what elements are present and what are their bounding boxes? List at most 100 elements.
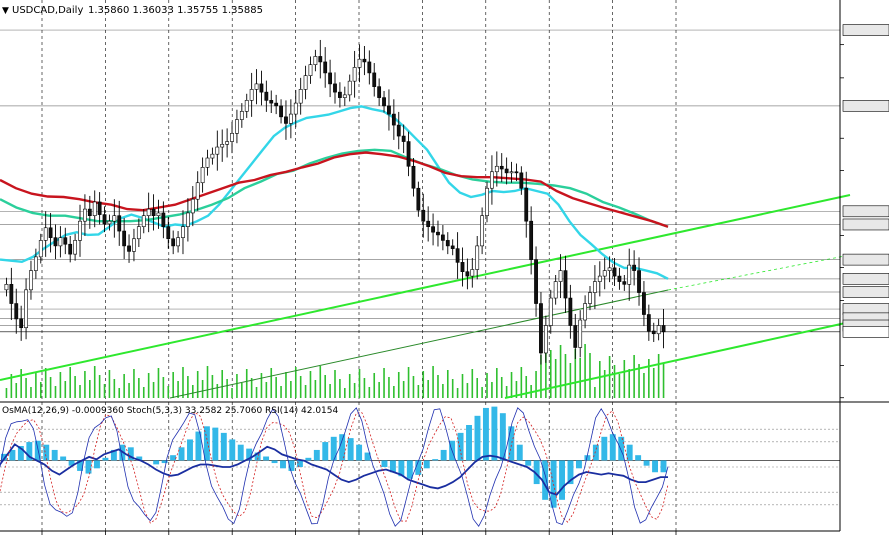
osma-bar bbox=[482, 407, 489, 461]
volume-bar bbox=[486, 373, 488, 398]
candle-bear bbox=[362, 58, 367, 63]
volume-bar bbox=[280, 386, 282, 398]
osma-bar bbox=[51, 449, 58, 461]
osma-bar bbox=[432, 459, 439, 461]
candle-bear bbox=[259, 83, 264, 93]
volume-bar bbox=[177, 381, 179, 398]
level-label-box bbox=[842, 100, 889, 112]
volume-bar bbox=[515, 381, 518, 398]
volume-bar bbox=[559, 345, 562, 398]
volume-bar bbox=[456, 388, 459, 398]
time-axis bbox=[41, 531, 677, 535]
osma-bar bbox=[136, 456, 143, 461]
osma-bar bbox=[77, 460, 84, 471]
candle-bear bbox=[646, 314, 651, 332]
candle-bull bbox=[470, 269, 475, 277]
candle-bear bbox=[19, 318, 24, 329]
volume-bar bbox=[211, 375, 214, 398]
candle-bull bbox=[29, 270, 33, 291]
level-label-box bbox=[842, 273, 889, 285]
candle-bull bbox=[136, 226, 141, 240]
osma-bar bbox=[423, 460, 430, 469]
candle-bull bbox=[602, 270, 607, 277]
volume-bar bbox=[461, 374, 464, 398]
osma-bar bbox=[601, 436, 608, 461]
volume-bar bbox=[466, 383, 469, 398]
candles bbox=[4, 39, 666, 365]
volume-bar bbox=[540, 355, 542, 398]
osma-bar bbox=[381, 460, 388, 467]
volume-bar bbox=[206, 366, 209, 398]
osma-bar bbox=[508, 426, 515, 461]
volume-bar bbox=[618, 374, 621, 398]
volume-bar bbox=[427, 380, 429, 398]
volume-bar bbox=[299, 376, 302, 398]
candle-bull bbox=[73, 240, 78, 255]
volume-bar bbox=[613, 365, 616, 398]
osma-bar bbox=[229, 439, 236, 461]
volume-bar bbox=[491, 382, 493, 398]
volume-bar bbox=[133, 369, 135, 398]
osma-bar bbox=[34, 440, 41, 461]
volume-bar bbox=[59, 372, 62, 398]
volume-bar bbox=[476, 378, 479, 398]
osma-bar bbox=[491, 406, 498, 461]
volume-bar bbox=[231, 388, 233, 398]
candle-bear bbox=[524, 187, 529, 222]
candle-bear bbox=[323, 61, 328, 74]
volume-bar bbox=[496, 368, 498, 398]
osma-bar bbox=[94, 460, 100, 469]
candle-bull bbox=[38, 240, 43, 258]
candle-bear bbox=[372, 72, 377, 87]
osma-bar bbox=[406, 460, 413, 479]
osma-bar bbox=[457, 432, 464, 461]
candle-bull bbox=[509, 171, 514, 174]
volume-bar bbox=[623, 360, 626, 398]
candle-bear bbox=[284, 116, 288, 124]
indicator-lines bbox=[0, 407, 669, 527]
candle-bull bbox=[24, 289, 28, 329]
candle-bull bbox=[78, 220, 82, 241]
candle-bull bbox=[490, 171, 494, 189]
candle-bear bbox=[87, 208, 92, 216]
candle-bull bbox=[288, 113, 293, 124]
volume-bar bbox=[569, 363, 572, 398]
osma-bar bbox=[60, 456, 67, 461]
volume-bar bbox=[545, 341, 547, 398]
candle-bull bbox=[195, 182, 200, 200]
volume-bar bbox=[84, 371, 86, 398]
volume-bar bbox=[54, 386, 57, 398]
volume-bar bbox=[167, 386, 170, 398]
volume-bar bbox=[393, 386, 395, 398]
indicator-header: OsMA(12,26,9) -0.0009360 Stoch(5,3,3) 33… bbox=[2, 406, 338, 416]
osma-bar bbox=[178, 447, 185, 461]
volume-bar bbox=[15, 383, 18, 398]
candle-bear bbox=[387, 105, 391, 115]
volume-bar bbox=[98, 375, 101, 398]
osma-bar bbox=[68, 460, 75, 466]
candle-bull bbox=[185, 212, 190, 227]
level-label-box bbox=[842, 218, 889, 231]
volume-bar bbox=[35, 373, 37, 398]
candle-bear bbox=[440, 234, 445, 241]
volume-bar bbox=[260, 373, 263, 398]
candle-bull bbox=[220, 144, 225, 148]
osma-bar bbox=[559, 460, 565, 500]
volume-bar bbox=[162, 377, 165, 398]
osma-bar bbox=[499, 413, 506, 461]
volume-bar bbox=[236, 374, 238, 398]
candle-bear bbox=[53, 237, 58, 247]
osma-bar bbox=[330, 436, 337, 461]
osma-bar bbox=[296, 460, 303, 467]
volume-bar bbox=[628, 369, 631, 398]
candle-bear bbox=[382, 97, 386, 107]
candle-bear bbox=[632, 264, 637, 271]
level-labels bbox=[842, 24, 889, 338]
volume-bar bbox=[64, 381, 67, 398]
candle-bear bbox=[333, 83, 337, 93]
chart-menu-triangle[interactable]: ▼ bbox=[2, 6, 9, 16]
candle-bull bbox=[235, 119, 239, 134]
osma-bar bbox=[592, 444, 599, 461]
osma-bar bbox=[440, 449, 447, 461]
candle-bull bbox=[92, 201, 97, 216]
